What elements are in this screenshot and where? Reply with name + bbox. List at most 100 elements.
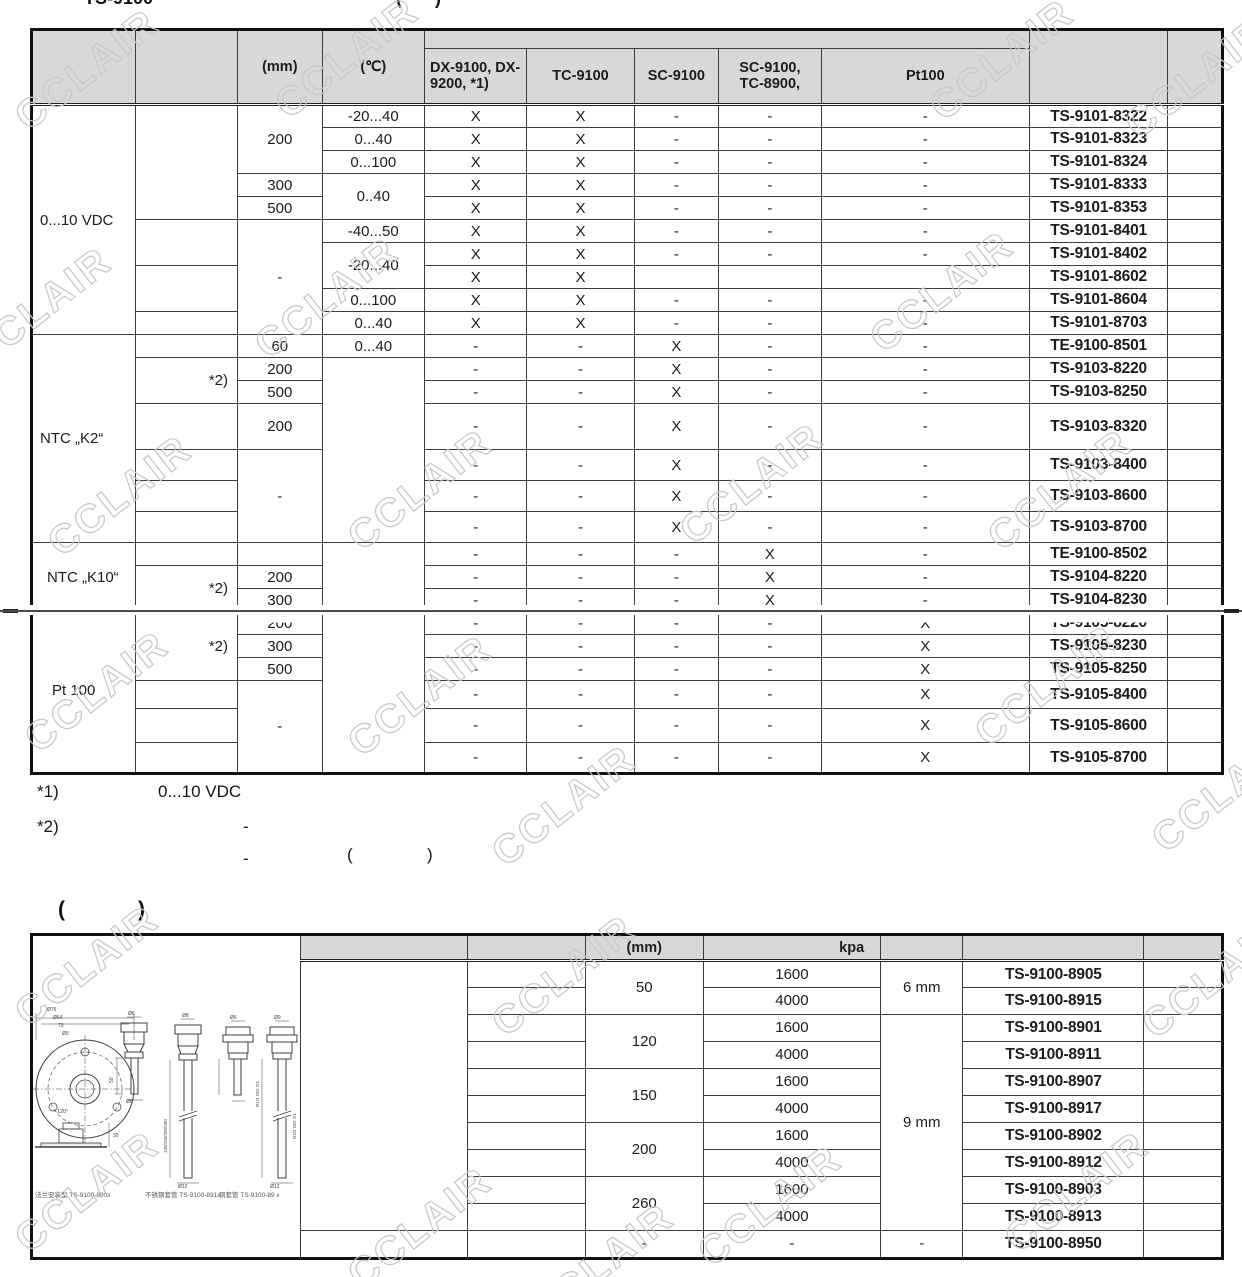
table-cell: - (526, 542, 635, 567)
table-cell: - (584, 1230, 704, 1259)
table-cell: 0...40 (321, 334, 426, 359)
table-cell (466, 1149, 586, 1177)
table-cell: - (820, 219, 1031, 244)
table-cell (1167, 242, 1223, 267)
table-cell (1143, 1230, 1223, 1259)
table-cell: TS-9105-8400 (1028, 680, 1169, 710)
table-cell: X (526, 196, 635, 221)
dimension-label: 73 (58, 1023, 64, 1029)
table-cell: - (718, 657, 822, 682)
table-cell: TS-9101-8322 (1028, 104, 1169, 129)
table-cell: *2) (134, 357, 239, 405)
table-cell (134, 742, 239, 775)
table-cell: - (526, 480, 635, 513)
table-cell: - (718, 380, 822, 405)
table-cell (300, 1230, 468, 1259)
table-cell: X (526, 127, 635, 152)
table-cell: 1600 (702, 1068, 882, 1096)
table-cell: - (718, 150, 822, 175)
table-cell: 120 (584, 1014, 704, 1069)
dimension-label: 法兰安装型 TS-9100-890x (35, 1190, 111, 1199)
dimension-label: R1/2 ISO 7/1 (292, 1112, 297, 1139)
table-cell (962, 934, 1145, 962)
table-cell (321, 357, 426, 544)
table-cell: - (820, 449, 1031, 482)
table-cell: X (423, 219, 528, 244)
table-cell: TS-9101-8353 (1028, 196, 1169, 221)
table-cell: TS-9105-8230 (1028, 634, 1169, 659)
table-cell: TS-9101-8402 (1028, 242, 1169, 267)
table-cell: - (820, 288, 1031, 313)
sensor-type-selection-table: (mm) (℃) DX-9100, DX- 9200, *1) TC-9100 SC-9… (30, 28, 1224, 776)
table-cell: TS-9105-8250 (1028, 657, 1169, 682)
table-cell: - (718, 511, 822, 544)
table-cell: - (718, 480, 822, 513)
table-cell: X (526, 265, 635, 290)
dimension-label: Ø6 (128, 1011, 135, 1017)
table-cell (1143, 987, 1223, 1015)
table-cell (1143, 1014, 1223, 1042)
footnote-2-marker: *2) (37, 817, 59, 836)
table-cell (1167, 565, 1223, 590)
table-cell: X (820, 680, 1031, 710)
table-cell: 500 (237, 196, 323, 221)
table-cell: - (820, 565, 1031, 590)
table-cell: - (526, 708, 635, 744)
table-cell: X (423, 288, 528, 313)
table-cell: NTC „K2“ (31, 334, 136, 544)
table-cell (1167, 708, 1223, 744)
table-cell: - (633, 311, 720, 336)
table-cell (1167, 173, 1223, 198)
table-cell: - (423, 565, 528, 590)
table-cell: - (633, 742, 720, 775)
table-cell: 1600 (702, 960, 882, 988)
table-cell: - (820, 380, 1031, 405)
table-cell (1167, 480, 1223, 513)
table-cell: - (633, 219, 720, 244)
table-cell: 60 (237, 334, 323, 359)
scan-stitch-artifact (0, 604, 1242, 615)
table-cell: - (718, 311, 822, 336)
dimension-label: Ø8 (126, 1099, 133, 1105)
table-cell: X (718, 542, 822, 567)
table-cell: TS-9100-8911 (962, 1041, 1145, 1069)
table-cell: TS-9100-8901 (962, 1014, 1145, 1042)
table-cell: X (526, 242, 635, 267)
table-cell: X (526, 104, 635, 129)
dimension-label: Ø12 (270, 1184, 280, 1190)
footnote-3-dash: - (243, 849, 249, 868)
table-cell: X (423, 242, 528, 267)
table-cell (466, 960, 586, 988)
table-cell (31, 28, 136, 107)
table-cell: - (718, 403, 822, 451)
table-cell: TS-9105-8700 (1028, 742, 1169, 775)
table-cell: X (423, 127, 528, 152)
table-cell: X (526, 288, 635, 313)
table-cell: - (718, 104, 822, 129)
table-cell (1143, 1041, 1223, 1069)
table-cell: 200 (237, 611, 323, 636)
table-cell: 0...100 (321, 288, 426, 313)
table-cell: 4000 (702, 1203, 882, 1231)
table-cell (1143, 1095, 1223, 1123)
table-cell: - (718, 634, 822, 659)
table-cell: - (820, 127, 1031, 152)
table-cell: - (423, 611, 528, 636)
table-cell: X (820, 611, 1031, 636)
table-cell: TS-9100-8905 (962, 960, 1145, 988)
table-cell: TS-9103-8400 (1028, 449, 1169, 482)
table-cell: X (820, 742, 1031, 775)
table-cell: 4000 (702, 1095, 882, 1123)
table-cell (134, 219, 239, 267)
table-cell (820, 265, 1031, 290)
table-cell (134, 104, 239, 221)
table-cell: 200 (237, 357, 323, 382)
table-cell: - (423, 511, 528, 544)
table-cell (134, 542, 239, 567)
dimension-label: 50 (109, 1077, 115, 1083)
table-cell (424, 28, 1030, 50)
table-cell: TS-9101-8401 (1028, 219, 1169, 244)
table-cell: TS-9101-8602 (1028, 265, 1169, 290)
table-cell: - (820, 173, 1031, 198)
table-cell: - (526, 449, 635, 482)
